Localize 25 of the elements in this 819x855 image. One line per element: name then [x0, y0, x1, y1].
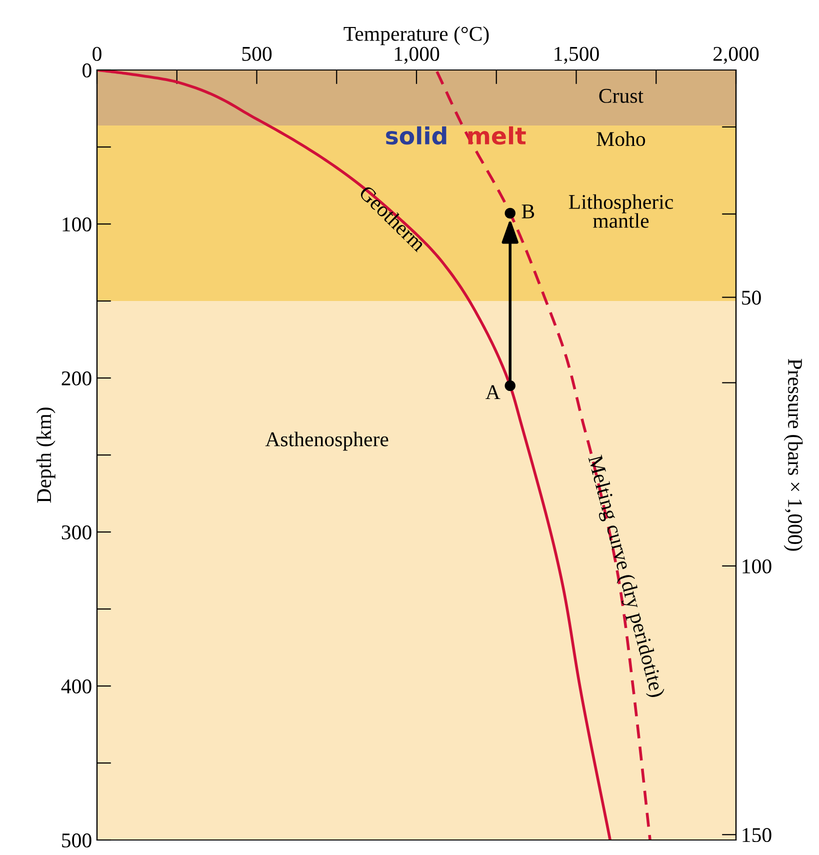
- annotation: Moho: [596, 131, 646, 146]
- x-axis-title: Temperature (°C): [344, 26, 489, 46]
- y-tick-label: 100: [62, 217, 92, 232]
- y-tick-label: 400: [61, 679, 92, 694]
- y2-tick-label: 50: [742, 290, 761, 305]
- x-tick-label: 0: [92, 46, 102, 61]
- y2-tick-label: 150: [742, 828, 772, 842]
- y-tick-label: 0: [82, 63, 92, 78]
- band-label: Lithospheric mantle: [568, 194, 673, 228]
- y2-tick-label: 100: [742, 559, 772, 574]
- x-tick-label: 500: [242, 46, 272, 61]
- annotation: B: [522, 204, 534, 218]
- band-label: Asthenosphere: [265, 432, 388, 451]
- x-tick-label: 2,000: [713, 46, 759, 64]
- y2-axis-title: Pressure (bars × 1,000): [784, 358, 803, 551]
- x-tick-label: 1,000: [394, 46, 440, 64]
- y-tick-label: 300: [62, 525, 92, 540]
- annotation: melt: [468, 126, 526, 145]
- y-tick-label: 200: [62, 371, 92, 386]
- band-label: Crust: [599, 88, 644, 103]
- y-tick-label: 500: [62, 833, 92, 848]
- annotation: solid: [386, 126, 446, 145]
- annotation: A: [486, 385, 500, 400]
- x-tick-label: 1,500: [554, 46, 599, 64]
- y-axis-title: Depth (km): [36, 408, 56, 503]
